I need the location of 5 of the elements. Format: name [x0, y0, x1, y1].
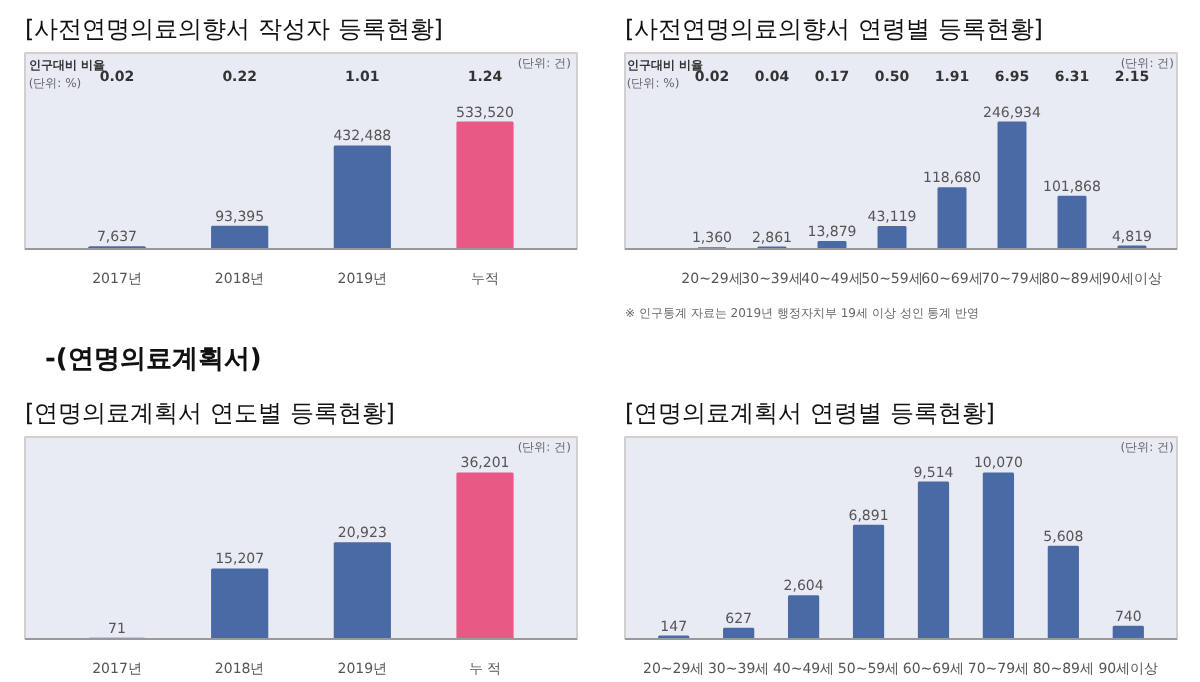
chart-title: [사전연명의료의향서 연령별 등록현황]: [625, 15, 1043, 43]
chart-title: [사전연명의료의향서 작성자 등록현황]: [25, 15, 443, 43]
chart-subtitle: -(연명의료계획서): [45, 345, 262, 375]
chart-title: [연명의료계획서 연도별 등록현황]: [25, 399, 395, 427]
chart-title: [연명의료계획서 연령별 등록현황]: [625, 399, 995, 427]
